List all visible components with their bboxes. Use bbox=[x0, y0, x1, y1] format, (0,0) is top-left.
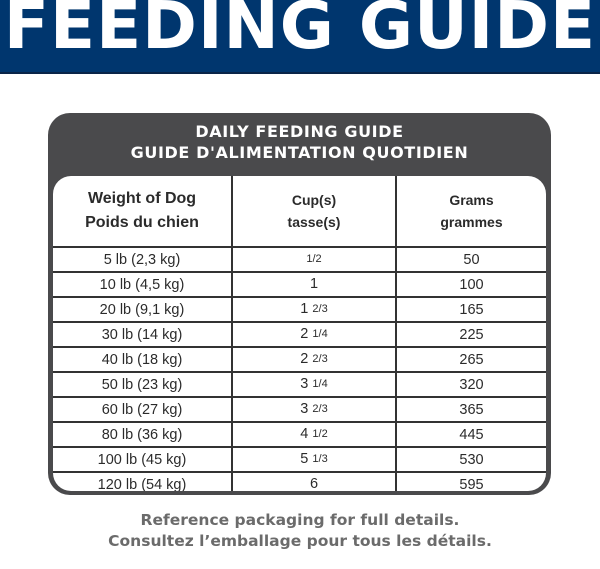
cups-whole: 2 bbox=[300, 351, 309, 367]
heading-french: GUIDE D'ALIMENTATION QUOTIDIEN bbox=[130, 143, 469, 162]
cell-cups: 1 bbox=[231, 271, 397, 298]
cups-whole: 6 bbox=[309, 476, 319, 491]
cups-whole: 5 bbox=[300, 451, 309, 467]
feeding-guide-heading: DAILY FEEDING GUIDE GUIDE D'ALIMENTATION… bbox=[48, 121, 551, 163]
column-header-cups-fr: tasse(s) bbox=[287, 214, 341, 230]
cell-weight: 20 lb (9,1 kg) bbox=[53, 296, 233, 323]
cups-whole: 1 bbox=[300, 301, 309, 317]
title-banner: FEEDING GUIDE bbox=[0, 0, 600, 74]
cell-cups: 1 2/3 bbox=[231, 296, 397, 323]
cups-whole: 3 bbox=[300, 376, 309, 392]
column-header-grams-en: Grams bbox=[449, 192, 494, 208]
table-header-row: Weight of Dog Poids du chien Cup(s) tass… bbox=[53, 176, 546, 248]
cups-fraction: 1/4 bbox=[312, 378, 328, 390]
cell-cups: 2 1/4 bbox=[231, 321, 397, 348]
heading-english: DAILY FEEDING GUIDE bbox=[195, 122, 404, 141]
cell-grams: 165 bbox=[395, 296, 546, 323]
table-row: 5 lb (2,3 kg) 1/2 50 bbox=[53, 246, 546, 273]
cell-weight: 50 lb (23 kg) bbox=[53, 371, 233, 398]
cell-weight: 100 lb (45 kg) bbox=[53, 446, 233, 473]
cups-whole: 1 bbox=[309, 276, 319, 292]
cups-fraction: 2/3 bbox=[312, 403, 328, 415]
column-header-grams-fr: grammes bbox=[440, 214, 503, 230]
column-header-cups-en: Cup(s) bbox=[291, 192, 337, 208]
cups-fraction: 1/2 bbox=[312, 428, 328, 440]
cell-grams: 365 bbox=[395, 396, 546, 423]
table-row: 80 lb (36 kg) 4 1/2 445 bbox=[53, 421, 546, 448]
cups-whole: 4 bbox=[300, 426, 309, 442]
cell-cups: 3 1/4 bbox=[231, 371, 397, 398]
cups-whole: 2 bbox=[300, 326, 309, 342]
feeding-table-container: Weight of Dog Poids du chien Cup(s) tass… bbox=[53, 176, 546, 491]
cell-weight: 80 lb (36 kg) bbox=[53, 421, 233, 448]
table-row: 50 lb (23 kg) 3 1/4 320 bbox=[53, 371, 546, 398]
feeding-guide-panel: DAILY FEEDING GUIDE GUIDE D'ALIMENTATION… bbox=[48, 113, 551, 495]
cell-cups: 6 bbox=[231, 471, 397, 491]
cell-weight: 10 lb (4,5 kg) bbox=[53, 271, 233, 298]
feeding-table: Weight of Dog Poids du chien Cup(s) tass… bbox=[53, 176, 546, 491]
footnote-english: Reference packaging for full details. bbox=[140, 511, 460, 529]
cups-fraction: 1/3 bbox=[312, 453, 328, 465]
cell-cups: 5 1/3 bbox=[231, 446, 397, 473]
column-header-cups: Cup(s) tasse(s) bbox=[231, 176, 397, 248]
cell-grams: 445 bbox=[395, 421, 546, 448]
cell-cups: 3 2/3 bbox=[231, 396, 397, 423]
table-row: 120 lb (54 kg) 6 595 bbox=[53, 471, 546, 491]
footnote-french: Consultez l’emballage pour tous les déta… bbox=[108, 532, 492, 550]
table-row: 10 lb (4,5 kg) 1 100 bbox=[53, 271, 546, 298]
cell-grams: 100 bbox=[395, 271, 546, 298]
cell-weight: 40 lb (18 kg) bbox=[53, 346, 233, 373]
cell-cups: 1/2 bbox=[231, 246, 397, 273]
table-row: 40 lb (18 kg) 2 2/3 265 bbox=[53, 346, 546, 373]
cell-weight: 120 lb (54 kg) bbox=[53, 471, 233, 491]
column-header-grams: Grams grammes bbox=[395, 176, 546, 248]
table-row: 20 lb (9,1 kg) 1 2/3 165 bbox=[53, 296, 546, 323]
footnote: Reference packaging for full details. Co… bbox=[0, 510, 600, 552]
cups-fraction: 2/3 bbox=[312, 353, 328, 365]
cups-fraction: 2/3 bbox=[312, 303, 328, 315]
cups-whole: 3 bbox=[300, 401, 309, 417]
cell-grams: 320 bbox=[395, 371, 546, 398]
cell-weight: 5 lb (2,3 kg) bbox=[53, 246, 233, 273]
column-header-weight-fr: Poids du chien bbox=[85, 214, 199, 231]
cell-grams: 595 bbox=[395, 471, 546, 491]
cell-weight: 60 lb (27 kg) bbox=[53, 396, 233, 423]
table-row: 100 lb (45 kg) 5 1/3 530 bbox=[53, 446, 546, 473]
cell-cups: 2 2/3 bbox=[231, 346, 397, 373]
column-header-weight: Weight of Dog Poids du chien bbox=[53, 176, 233, 248]
cell-cups: 4 1/2 bbox=[231, 421, 397, 448]
page-title: FEEDING GUIDE bbox=[3, 0, 597, 64]
cups-fraction: 1/4 bbox=[312, 328, 328, 340]
cell-grams: 50 bbox=[395, 246, 546, 273]
cell-weight: 30 lb (14 kg) bbox=[53, 321, 233, 348]
cell-grams: 530 bbox=[395, 446, 546, 473]
cell-grams: 265 bbox=[395, 346, 546, 373]
table-row: 30 lb (14 kg) 2 1/4 225 bbox=[53, 321, 546, 348]
table-row: 60 lb (27 kg) 3 2/3 365 bbox=[53, 396, 546, 423]
column-header-weight-en: Weight of Dog bbox=[87, 190, 197, 207]
cups-fraction: 1/2 bbox=[306, 253, 322, 265]
cell-grams: 225 bbox=[395, 321, 546, 348]
